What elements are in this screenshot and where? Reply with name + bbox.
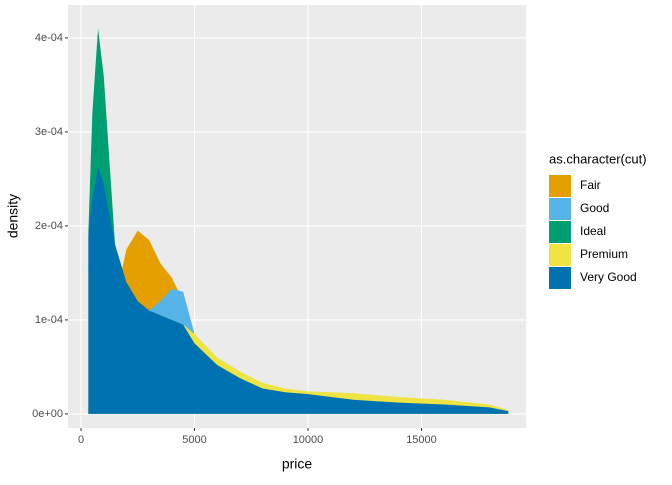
- axes: 0e+00 1e-04 2e-04 3e-04 4e-04 0 5000 10000 15000: [32, 32, 437, 446]
- y-axis-label: density: [5, 194, 21, 238]
- legend-label: Fair: [580, 178, 601, 192]
- density-area: [88, 167, 509, 414]
- y-tick-label: 4e-04: [35, 32, 63, 44]
- legend: Fair Good Ideal Premium Very Good: [549, 175, 637, 289]
- x-tick-label: 0: [78, 434, 84, 446]
- legend-key: [549, 175, 571, 197]
- legend-label: Premium: [580, 247, 628, 261]
- legend-key: [549, 198, 571, 220]
- y-tick-label: 2e-04: [35, 220, 63, 232]
- y-tick-label: 3e-04: [35, 126, 63, 138]
- y-tick-label: 0e+00: [32, 408, 63, 420]
- y-tick-label: 1e-04: [35, 314, 63, 326]
- x-tick-label: 10000: [293, 434, 324, 446]
- legend-title: as.character(cut): [549, 151, 647, 166]
- legend-label: Very Good: [580, 270, 637, 284]
- legend-key: [549, 244, 571, 266]
- x-tick-label: 15000: [406, 434, 437, 446]
- legend-key: [549, 267, 571, 289]
- x-tick-label: 5000: [182, 434, 206, 446]
- legend-key: [549, 221, 571, 243]
- legend-label: Good: [580, 201, 609, 215]
- legend-label: Ideal: [580, 224, 606, 238]
- areas: [88, 28, 509, 414]
- x-axis-label: price: [282, 456, 313, 472]
